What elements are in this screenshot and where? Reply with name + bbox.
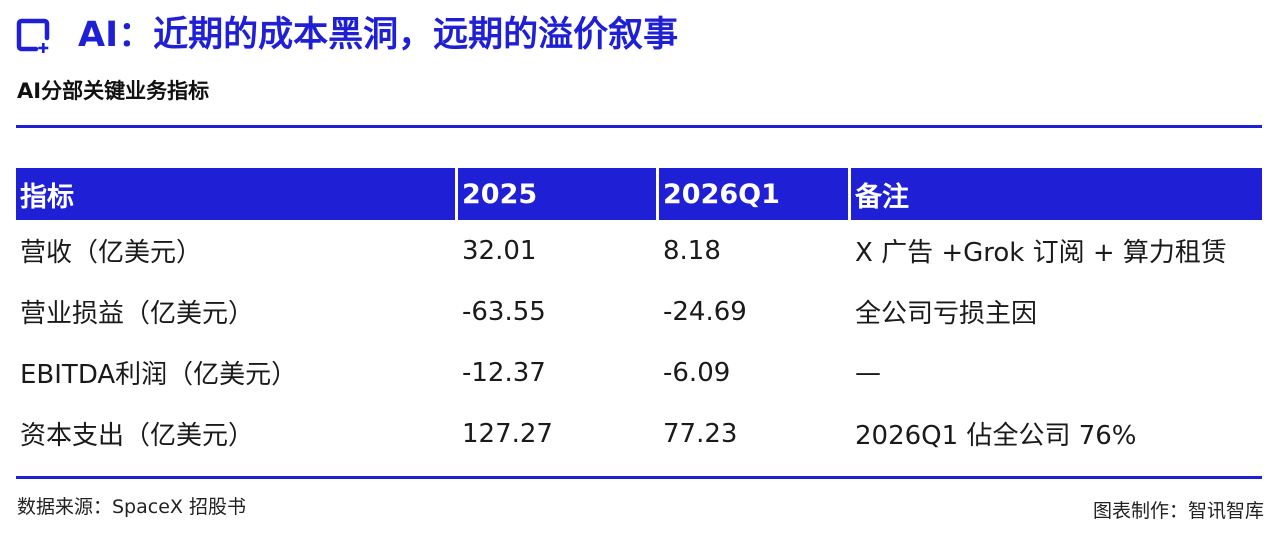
table-row: EBITDA利润（亿美元） -12.37 -6.09 — <box>16 342 1262 403</box>
table-header-row: 指标 2025 2026Q1 备注 <box>16 168 1262 220</box>
top-divider <box>16 125 1262 128</box>
value-2026q1-cell: -24.69 <box>663 296 747 327</box>
table-row: 资本支出（亿美元） 127.27 77.23 2026Q1 佔全公司 76% <box>16 403 1262 464</box>
column-header-2026q1: 2026Q1 <box>659 168 851 220</box>
metric-cell: 营收（亿美元） <box>20 238 203 268</box>
metric-cell: 营业损益（亿美元） <box>20 299 255 329</box>
bottom-divider <box>16 476 1262 479</box>
column-header-notes: 备注 <box>851 168 1262 220</box>
column-header-2025: 2025 <box>458 168 659 220</box>
value-2026q1-cell: 8.18 <box>663 235 721 266</box>
square-plus-logo-icon <box>16 18 50 53</box>
column-header-metric: 指标 <box>16 168 458 220</box>
note-cell: 全公司亏损主因 <box>855 299 1038 329</box>
value-2026q1-cell: -6.09 <box>663 357 731 388</box>
value-2026q1-cell: 77.23 <box>663 418 738 449</box>
note-cell: X 广告 +Grok 订阅 + 算力租赁 <box>855 238 1227 268</box>
table-row: 营收（亿美元） 32.01 8.18 X 广告 +Grok 订阅 + 算力租赁 <box>16 220 1262 281</box>
metric-cell: EBITDA利润（亿美元） <box>20 360 298 390</box>
table-row: 营业损益（亿美元） -63.55 -24.69 全公司亏损主因 <box>16 281 1262 342</box>
value-2025-cell: -63.55 <box>462 296 546 327</box>
value-2025-cell: 32.01 <box>462 235 537 266</box>
value-2025-cell: -12.37 <box>462 357 546 388</box>
page-subtitle: AI分部关键业务指标 <box>17 79 210 103</box>
page-title: AI：近期的成本黑洞，远期的溢价叙事 <box>78 15 679 55</box>
note-cell: 2026Q1 佔全公司 76% <box>855 421 1137 451</box>
data-source-note: 数据来源：SpaceX 招股书 <box>17 496 246 518</box>
note-cell: — <box>855 357 881 388</box>
metrics-table: 指标 2025 2026Q1 备注 营收（亿美元） 32.01 8.18 X 广… <box>16 168 1262 464</box>
value-2025-cell: 127.27 <box>462 418 553 449</box>
metric-cell: 资本支出（亿美元） <box>20 421 255 451</box>
chart-credit: 图表制作：智讯智库 <box>1092 500 1264 522</box>
